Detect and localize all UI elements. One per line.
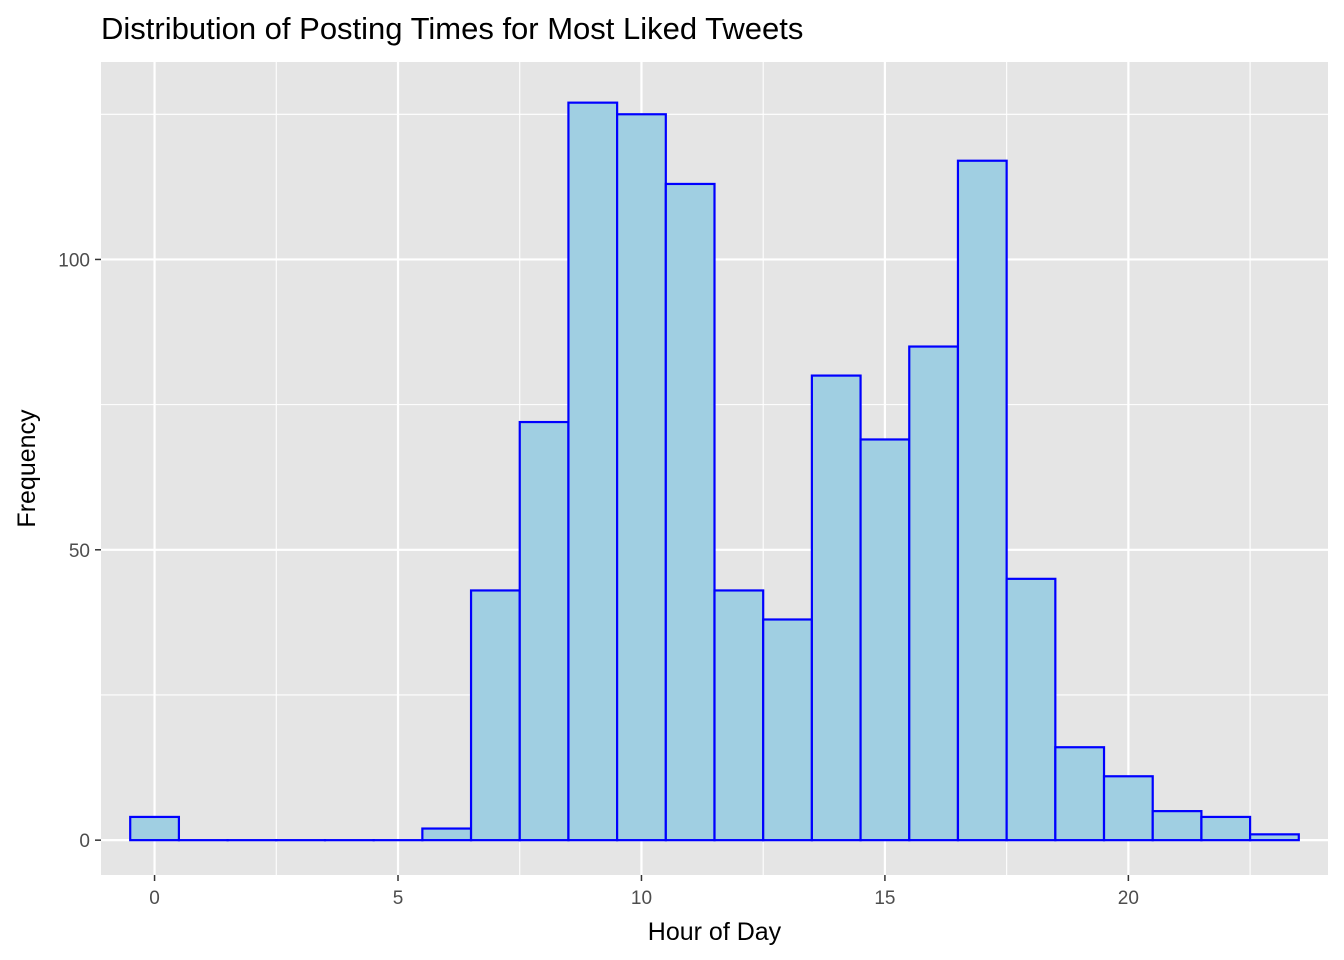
x-tick-label: 15 — [874, 888, 895, 909]
bar-hour-23 — [1248, 833, 1300, 842]
x-tick-label: 5 — [393, 888, 404, 909]
bar-hour-8 — [518, 420, 570, 842]
bars — [129, 101, 1300, 842]
bar-hour-15 — [859, 438, 911, 842]
bar-hour-11 — [664, 182, 716, 842]
bar-hour-13 — [762, 618, 813, 842]
x-tick-label: 10 — [631, 888, 652, 909]
bar-hour-18 — [1005, 577, 1057, 842]
bar-hour-0 — [129, 815, 181, 842]
y-tick-label: 100 — [58, 250, 90, 271]
y-axis-title: Frequency — [13, 409, 41, 528]
bar-hour-7 — [469, 589, 521, 842]
bar-hour-17 — [956, 159, 1008, 842]
bar-hour-12 — [713, 589, 765, 842]
y-tick-label: 50 — [69, 541, 90, 562]
x-tick-label: 0 — [149, 888, 160, 909]
bar-hour-21 — [1151, 810, 1203, 842]
bar-hour-14 — [810, 374, 862, 842]
bar-hour-16 — [908, 345, 960, 842]
chart-title: Distribution of Posting Times for Most L… — [101, 11, 803, 46]
bar-hour-22 — [1200, 815, 1252, 842]
bar-hour-19 — [1054, 746, 1106, 842]
bar-hour-10 — [616, 113, 667, 842]
y-tick-label: 0 — [79, 831, 90, 852]
bar-hour-6 — [421, 827, 473, 842]
axes: 0 5 10 15 20 0 50 100 — [58, 250, 1139, 909]
bar-hour-9 — [567, 101, 619, 842]
bar-hour-20 — [1102, 775, 1154, 842]
x-tick-label: 20 — [1118, 888, 1139, 909]
x-axis-title: Hour of Day — [648, 918, 782, 946]
